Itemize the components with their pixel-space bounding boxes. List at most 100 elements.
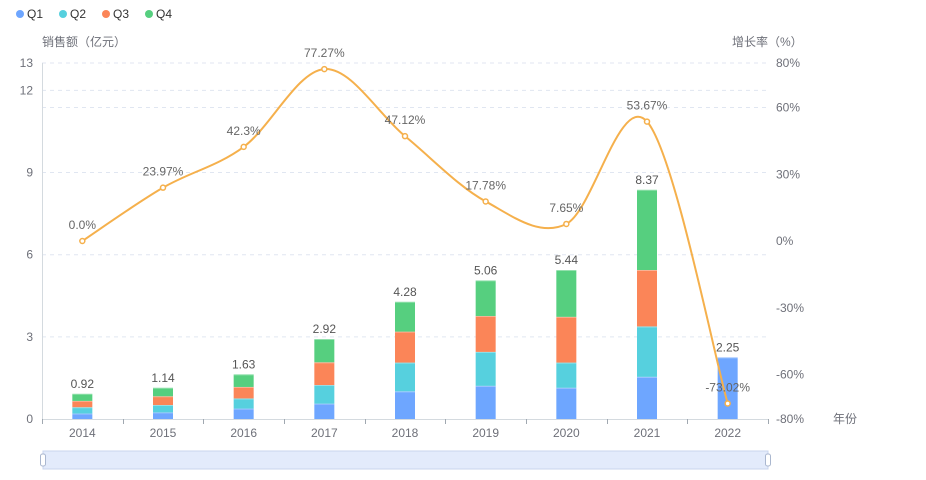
legend-label: Q3 (113, 7, 129, 21)
growth-label: 23.97% (143, 165, 184, 179)
bar-total-label: 2.92 (313, 322, 337, 336)
bar-q2 (233, 398, 254, 409)
legend-label: Q1 (27, 7, 43, 21)
bar-total-label: 4.28 (393, 285, 417, 299)
y-tick-label: 0 (26, 412, 33, 426)
legend-marker (145, 10, 153, 18)
growth-point (401, 132, 409, 140)
y-right-tick-label: -80% (776, 412, 804, 426)
bar-q2 (637, 326, 657, 377)
growth-line: 0.0% 23.97% 42.3% 77.27% 47.12% 17.78% 7.65% 53… (69, 46, 750, 407)
x-tick-label: 2017 (311, 426, 338, 440)
bar-q4 (72, 393, 93, 401)
y-right-tick-label: -30% (776, 301, 804, 315)
x-tick-label: 2018 (392, 426, 419, 440)
x-tick-label: 2022 (714, 426, 741, 440)
growth-label: 53.67% (627, 99, 668, 113)
x-tick-label: 2019 (472, 426, 499, 440)
bar-q4 (556, 270, 577, 317)
legend-marker (59, 10, 67, 18)
x-tick-label: 2021 (634, 426, 661, 440)
growth-point (482, 198, 489, 205)
growth-label: 47.12% (385, 113, 426, 127)
bar-q4 (153, 387, 173, 397)
data-zoom-handle-right[interactable] (765, 453, 771, 467)
legend-label: Q4 (156, 7, 172, 21)
y-right-tick-label: 60% (776, 101, 800, 115)
bar-q2 (475, 351, 496, 386)
bar-total-label: 2.25 (716, 340, 740, 354)
growth-point (563, 220, 570, 228)
bar-total-label: 5.06 (474, 263, 498, 277)
bar-total-label: 1.63 (232, 357, 256, 371)
bar-q1 (314, 403, 335, 419)
bar-q4 (637, 189, 657, 271)
legend-marker (102, 10, 110, 18)
data-zoom-handle-left[interactable] (40, 453, 46, 467)
legend: Q1 Q2 Q3 Q4 (16, 7, 172, 21)
growth-point (643, 118, 651, 125)
bar-q2 (314, 385, 335, 404)
y-tick-label: 13 (20, 56, 34, 70)
y-tick-label: 6 (26, 248, 33, 262)
bar-q1 (153, 412, 173, 419)
bar-total-label: 5.44 (555, 253, 579, 267)
bar-total-label: 1.14 (151, 371, 175, 385)
y-right-tick-label: 30% (776, 167, 800, 181)
bar-q4 (395, 301, 415, 332)
bar-q4 (475, 280, 496, 317)
bar-q1 (717, 357, 738, 419)
y-axis-right: -80% -60% -30% 0% 30% 60% 80% (776, 56, 804, 426)
bar-q2 (556, 362, 577, 388)
bar-q3 (153, 396, 173, 406)
bar-q3 (475, 316, 496, 352)
bar-q3 (556, 316, 577, 363)
y-axis-left: 0 3 6 9 12 13 (20, 56, 34, 426)
x-tick-label: 2016 (230, 426, 257, 440)
legend-item-q1[interactable]: Q1 (16, 7, 43, 21)
y-axis-title-left: 销售额（亿元） (42, 34, 126, 49)
legend-item-q4[interactable]: Q4 (145, 7, 172, 21)
legend-marker (16, 10, 24, 18)
bar-q1 (395, 391, 415, 419)
bar-q3 (72, 400, 93, 408)
legend-label: Q2 (70, 7, 86, 21)
growth-label: 77.27% (304, 46, 345, 60)
growth-point (724, 400, 731, 407)
y-right-tick-label: -60% (776, 368, 804, 382)
y-axis-title-right: 增长率（%） (732, 34, 803, 49)
growth-label: 7.65% (549, 201, 583, 215)
growth-point (79, 237, 86, 245)
bar-q1 (72, 413, 93, 419)
bar-total-label: 8.37 (635, 173, 659, 187)
bar-q4 (233, 374, 254, 387)
bar-q1 (637, 376, 657, 419)
bar-q2 (395, 362, 415, 392)
bar-total-labels: 0.92 1.14 1.63 2.92 4.28 5.06 5.44 8.37 2.25 (71, 173, 740, 391)
bar-q1 (556, 387, 577, 419)
x-axis: 2014 2015 2016 2017 2018 2019 2020 2021 2022 (42, 63, 769, 440)
growth-label: 17.78% (465, 178, 506, 192)
bars (72, 189, 738, 419)
bar-q2 (72, 407, 93, 414)
growth-point (159, 184, 167, 191)
data-zoom-selected-range (42, 450, 769, 470)
legend-item-q2[interactable]: Q2 (59, 7, 86, 21)
y-tick-label: 3 (26, 330, 33, 344)
bar-q2 (153, 405, 173, 413)
bar-q4 (314, 339, 335, 363)
bar-q3 (637, 270, 657, 327)
growth-point (321, 65, 328, 73)
y-tick-label: 12 (20, 83, 34, 97)
x-tick-label: 2020 (553, 426, 580, 440)
growth-label: 42.3% (227, 124, 261, 138)
y-tick-label: 9 (26, 166, 33, 180)
growth-label: 0.0% (69, 218, 97, 232)
legend-item-q3[interactable]: Q3 (102, 7, 129, 21)
x-tick-label: 2014 (69, 426, 96, 440)
y-right-tick-label: 0% (776, 234, 794, 248)
data-zoom-slider[interactable] (40, 450, 771, 470)
bar-q1 (475, 385, 496, 419)
bar-q3 (314, 362, 335, 386)
